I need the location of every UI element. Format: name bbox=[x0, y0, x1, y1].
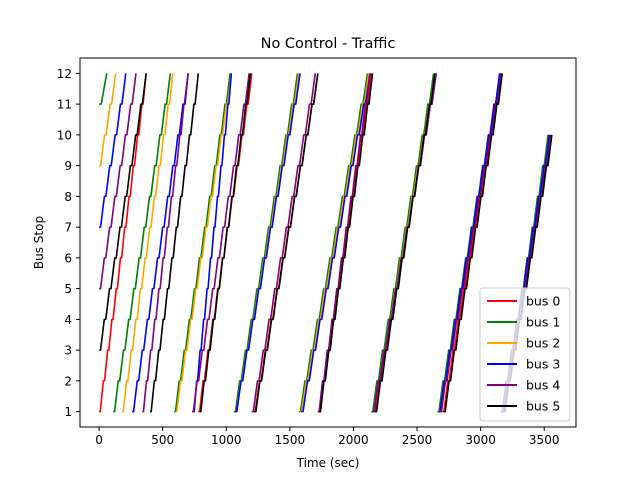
legend-label-bus-4: bus 4 bbox=[526, 378, 560, 393]
y-axis-label: Bus Stop bbox=[32, 216, 46, 269]
y-tick-label: 3 bbox=[64, 344, 72, 358]
y-tick-label: 9 bbox=[64, 159, 72, 173]
bus-4-trip-6-line bbox=[439, 73, 502, 413]
bus-4-trip-1-line bbox=[142, 73, 189, 413]
bus-4-trip-3-line bbox=[251, 73, 317, 413]
y-tick-label: 7 bbox=[64, 221, 72, 235]
legend-label-bus-0: bus 0 bbox=[526, 294, 560, 309]
bus-2-trip-1-line bbox=[121, 73, 174, 413]
y-tick-label: 5 bbox=[64, 282, 72, 296]
y-tick-label: 6 bbox=[64, 251, 72, 265]
legend-label-bus-3: bus 3 bbox=[526, 357, 560, 372]
x-tick-label: 3500 bbox=[529, 433, 560, 447]
bus-3-trip-2-line bbox=[193, 73, 233, 413]
bus-5-trip-1-line bbox=[149, 73, 200, 413]
bus-5-trip-4-line bbox=[319, 73, 374, 413]
y-tick-label: 2 bbox=[64, 374, 72, 388]
y-tick-label: 1 bbox=[64, 405, 72, 419]
y-tick-label: 8 bbox=[64, 190, 72, 204]
bus-1-trip-0-line bbox=[99, 73, 108, 105]
bus-5-trip-3-line bbox=[254, 73, 319, 413]
plot-area bbox=[99, 73, 553, 413]
y-tick-label: 11 bbox=[57, 98, 72, 112]
y-tick-label: 4 bbox=[64, 313, 72, 327]
bus-4-trip-2-line bbox=[191, 73, 250, 413]
x-tick-label: 3000 bbox=[465, 433, 496, 447]
x-tick-label: 1000 bbox=[211, 433, 242, 447]
chart-title: No Control - Traffic bbox=[261, 36, 396, 52]
y-tick-label: 12 bbox=[57, 67, 72, 81]
bus-3-trip-1-line bbox=[132, 73, 189, 413]
legend-label-bus-2: bus 2 bbox=[526, 336, 560, 351]
x-axis-label: Time (sec) bbox=[296, 456, 360, 470]
x-tick-label: 500 bbox=[151, 433, 174, 447]
bus-5-trip-2-line bbox=[199, 73, 252, 413]
axes-frame bbox=[79, 57, 577, 428]
bus-3-trip-0-line bbox=[99, 73, 127, 228]
legend-label-bus-1: bus 1 bbox=[526, 315, 560, 330]
bus-5-trip-0-line bbox=[99, 73, 147, 351]
x-tick-label: 2000 bbox=[338, 433, 369, 447]
legend: bus 0 bus 1 bus 2 bus 3 bus 4 bus 5 bbox=[479, 287, 571, 422]
x-tick-label: 2500 bbox=[402, 433, 433, 447]
bus-3-trip-4-line bbox=[301, 73, 371, 413]
bus-1-trip-1-line bbox=[113, 73, 172, 413]
bus-5-trip-5-line bbox=[375, 73, 436, 413]
bus-5-trip-6-line bbox=[443, 73, 504, 413]
bus-4-trip-0-line bbox=[99, 73, 137, 290]
x-tick-label: 0 bbox=[95, 433, 103, 447]
bus-2-trip-0-line bbox=[99, 73, 117, 167]
bus-2-trip-2-line bbox=[175, 73, 233, 413]
x-tick-label: 1500 bbox=[275, 433, 306, 447]
bus-3-trip-3-line bbox=[235, 73, 301, 413]
bus-0-trip-0-line bbox=[99, 73, 147, 413]
legend-label-bus-5: bus 5 bbox=[526, 399, 560, 414]
x-axis: 0 500 1000 1500 2000 2500 3000 3500 bbox=[95, 427, 559, 447]
y-tick-label: 10 bbox=[57, 128, 72, 142]
